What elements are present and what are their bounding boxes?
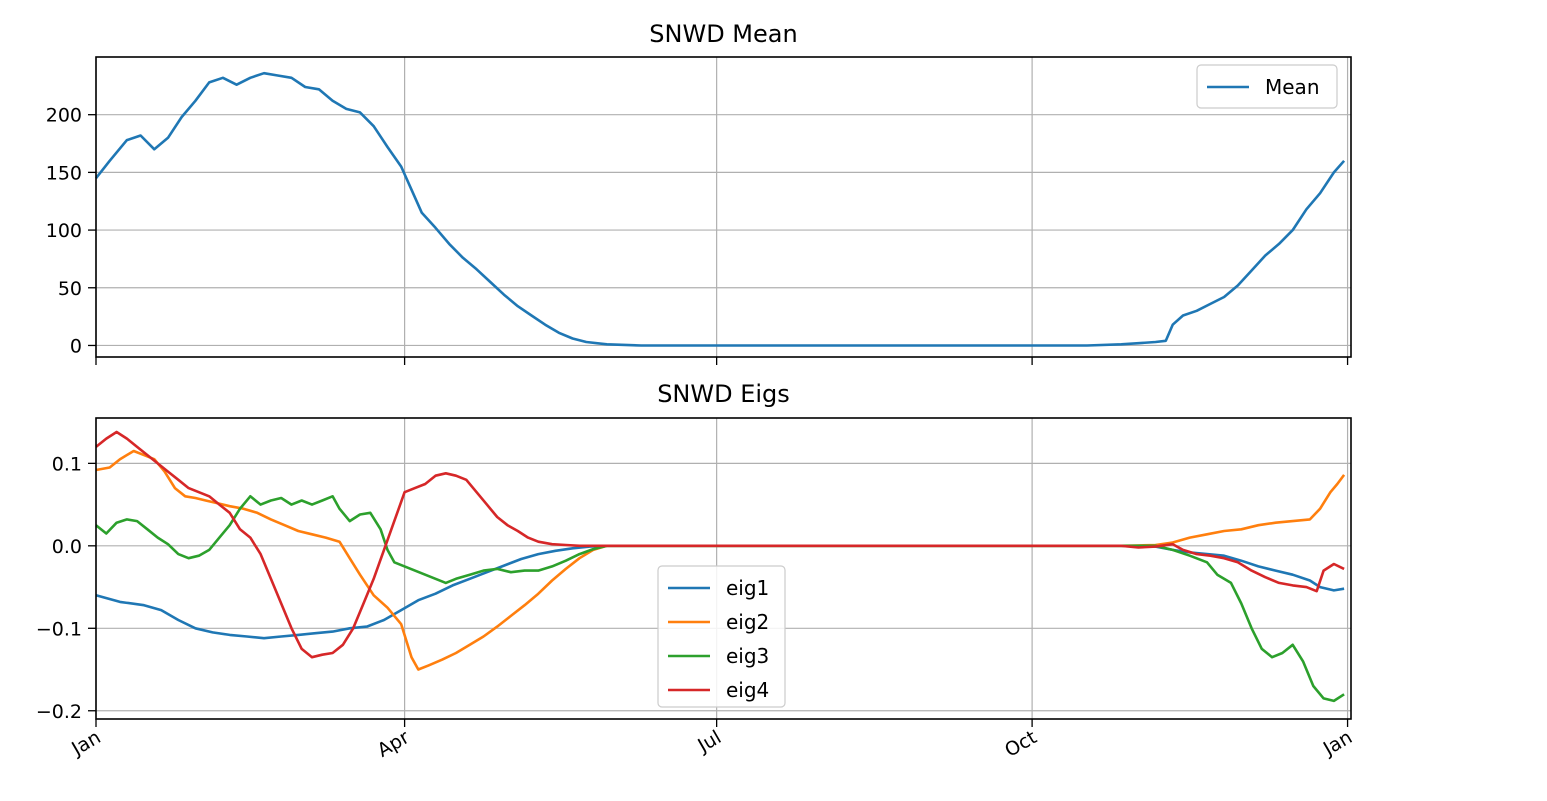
legend: Mean: [1196, 64, 1338, 109]
series-line-Mean: [94, 71, 1346, 347]
series-line-eig2: [95, 449, 1346, 671]
y-tick-label: 0.1: [52, 453, 82, 475]
y-tick-label: 100: [46, 220, 82, 242]
y-tick-label: 50: [58, 278, 82, 300]
y-tick-label: 200: [46, 105, 82, 127]
chart-title: SNWD Eigs: [657, 380, 790, 408]
legend-label: eig1: [726, 576, 769, 600]
legend: eig1 eig2 eig3 eig4: [657, 565, 786, 708]
chart-snwd-mean: 0 50 100 150 200 SNWD Mean Mean: [46, 20, 1352, 365]
y-tick-label: −0.1: [36, 618, 82, 640]
legend-label: eig2: [726, 610, 769, 634]
legend-label: Mean: [1265, 75, 1320, 99]
y-tick-label: −0.2: [36, 701, 82, 723]
legend-box: [657, 565, 786, 708]
legend-box: [1196, 64, 1338, 109]
y-tick-label: 0: [70, 335, 82, 357]
legend-label: eig3: [726, 644, 769, 668]
plot-frame: [95, 417, 1352, 720]
y-tick-label: 0.0: [52, 536, 82, 558]
series-line-eig3: [95, 495, 1345, 703]
legend-label: eig4: [726, 678, 769, 702]
y-tick-label: 150: [46, 162, 82, 184]
chart-title: SNWD Mean: [649, 20, 797, 48]
series-line-eig4: [95, 430, 1345, 659]
plot-frame: [95, 56, 1352, 358]
